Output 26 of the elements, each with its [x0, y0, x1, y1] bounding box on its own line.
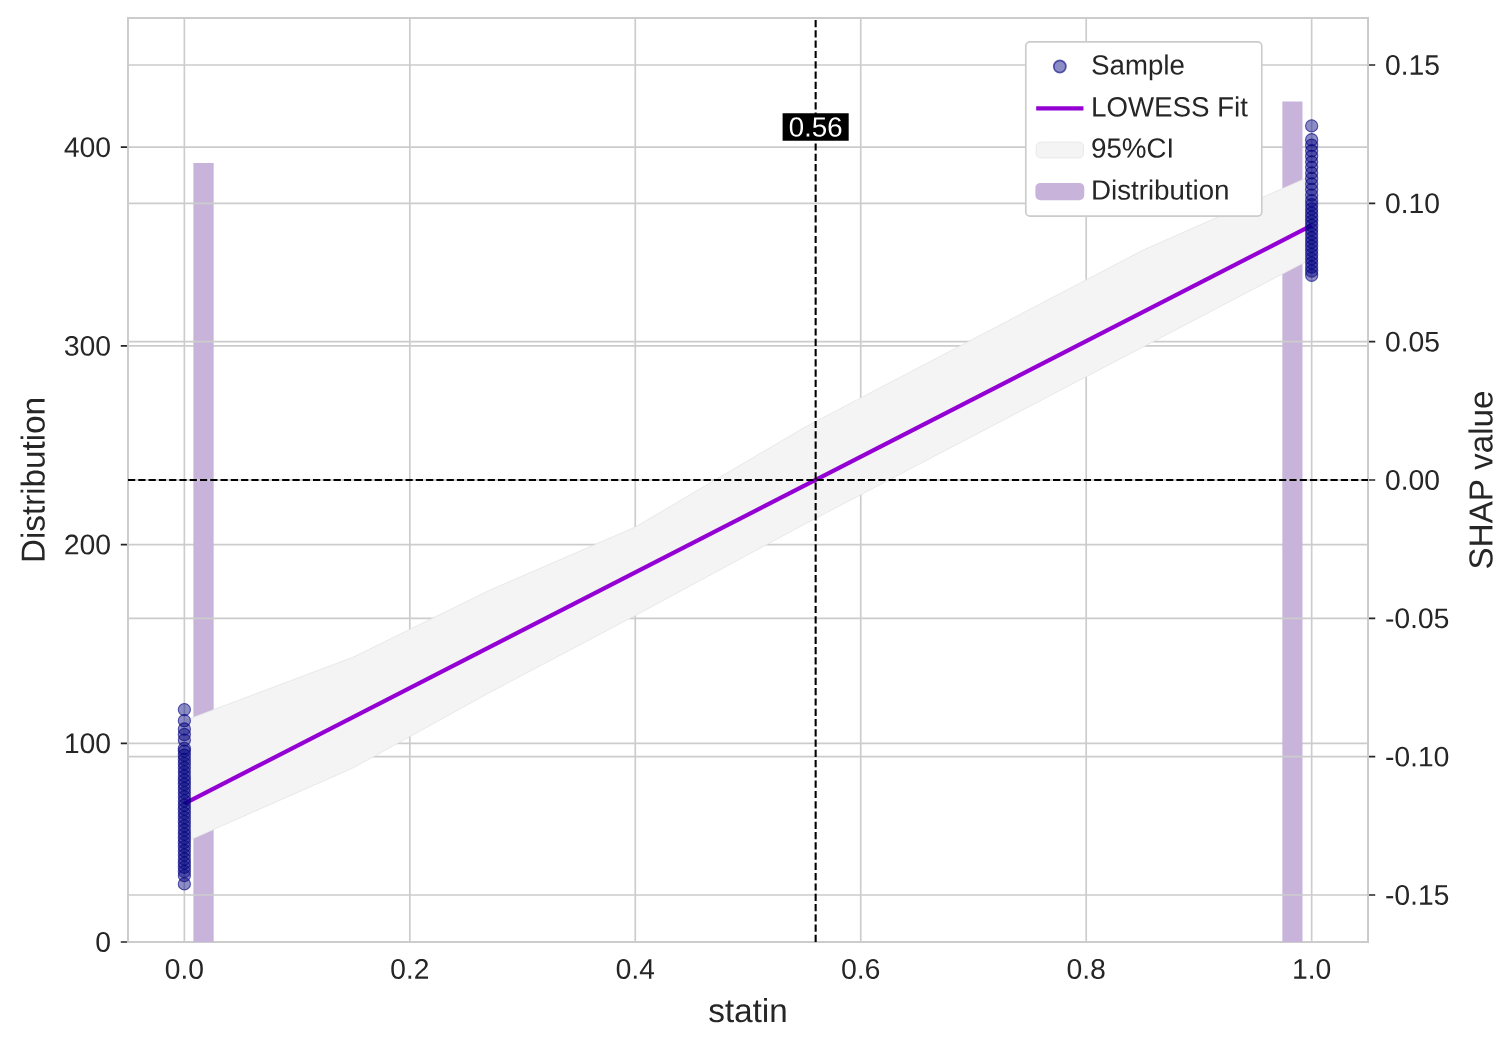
y2-tick-label: 0.15	[1386, 55, 1439, 75]
x-tick-label: 0.6	[842, 959, 880, 979]
x-tick-label: 1.0	[1294, 959, 1331, 979]
x-axis-title: statin	[709, 998, 786, 1023]
y2-tick-label: -0.10	[1386, 746, 1449, 767]
y-tick-label: 300	[64, 335, 110, 356]
legend-label: Distribution	[1093, 179, 1228, 200]
x-tick-label: 0.2	[391, 959, 429, 979]
y-tick-label: 400	[64, 137, 110, 158]
x-tick-label: 0.4	[616, 959, 655, 979]
y2-tick-label: 0.05	[1386, 331, 1439, 352]
y-tick-label: 0	[96, 932, 110, 952]
x-tick-label: 0.0	[165, 959, 203, 979]
y2-tick-label: -0.15	[1386, 884, 1449, 905]
legend-label: 95%CI	[1092, 138, 1172, 158]
y2-axis-title: SHAP value	[1468, 392, 1493, 568]
legend-label: Sample	[1092, 54, 1184, 81]
y2-tick-label: -0.05	[1386, 608, 1449, 629]
y2-tick-label: 0.00	[1386, 470, 1439, 490]
y-tick-label: 100	[66, 733, 110, 754]
y-tick-label: 200	[65, 534, 110, 555]
ref-line-label: 0.56	[789, 117, 842, 137]
legend-label: LOWESS Fit	[1093, 96, 1248, 117]
y-axis-title: Distribution	[20, 399, 45, 561]
y2-tick-label: 0.10	[1386, 193, 1439, 214]
x-tick-label: 0.8	[1067, 959, 1105, 979]
